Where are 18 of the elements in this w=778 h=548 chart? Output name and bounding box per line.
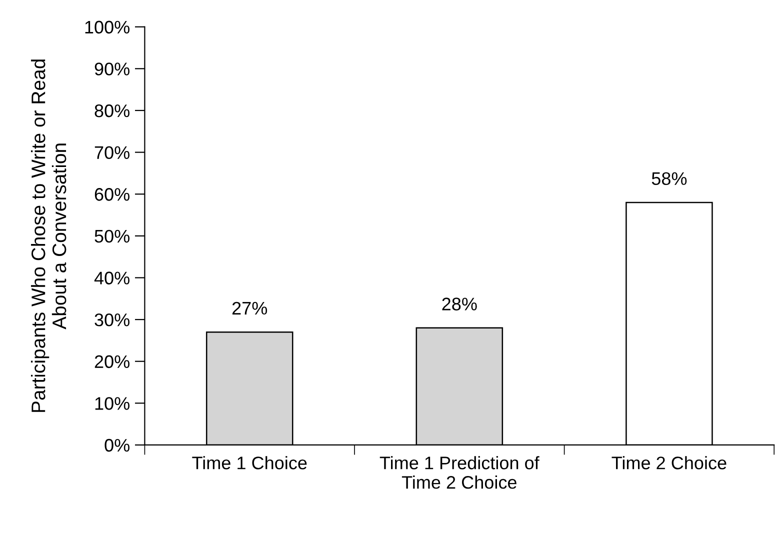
data-label: 58% (652, 172, 687, 186)
y-tick-label: 70% (94, 146, 130, 160)
y-tick-label: 50% (94, 230, 130, 243)
data-label: 27% (232, 302, 268, 315)
y-axis-title: Participants Who Chose to Write or Read About a Conversation (30, 60, 66, 412)
x-tick-label: Time 1 Prediction of Time 2 Choice (380, 456, 540, 489)
x-tick-label: Time 2 Choice (612, 456, 726, 470)
y-tick-label: 10% (95, 397, 130, 410)
y-tick-label: 100% (85, 20, 130, 34)
y-tick-label: 80% (94, 104, 130, 118)
data-label: 28% (442, 298, 477, 310)
x-tick-label: Time 1 Choice (192, 456, 307, 470)
y-tick-label: 20% (94, 355, 130, 368)
y-tick-label: 90% (94, 62, 130, 76)
y-tick-label: 30% (94, 313, 130, 326)
y-tick-label: 40% (94, 272, 130, 284)
y-tick-label: 0% (104, 438, 130, 452)
y-tick-label: 60% (94, 188, 130, 201)
